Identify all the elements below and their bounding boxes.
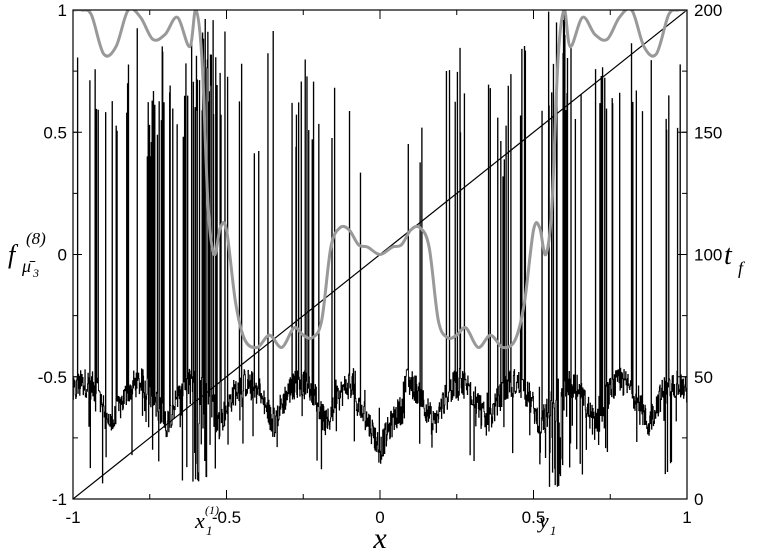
y-right-axis-label-base: t	[724, 240, 733, 271]
y-right-tick-label: 200	[694, 1, 722, 20]
x-tick-label: 0.5	[522, 508, 546, 527]
y-left-tick-label: 0.5	[43, 123, 67, 142]
fractal-signal-line	[73, 11, 687, 487]
annotation-label-sub: 1	[206, 523, 213, 538]
x-tick-label: 1	[682, 508, 691, 527]
y-left-axis-label-subsub: 3	[32, 266, 39, 280]
y-left-tick-label: -0.5	[38, 368, 67, 387]
annotation-label-base: y	[537, 508, 549, 533]
y-right-tick-label: 0	[694, 490, 703, 509]
annotation-label-base: x	[194, 508, 205, 533]
y-right-tick-label: 100	[694, 246, 722, 265]
plot-area	[73, 10, 687, 499]
x-tick-label: -1	[65, 508, 80, 527]
y-right-tick-label: 50	[694, 368, 713, 387]
y-right-tick-label: 150	[694, 123, 722, 142]
x-axis-label: x	[372, 522, 387, 551]
x-tick-label: -0.5	[212, 508, 241, 527]
y-left-tick-label: -1	[52, 490, 67, 509]
y-left-axis-label-sup: (8)	[26, 229, 46, 248]
y-left-tick-label: 1	[58, 1, 67, 20]
annotation-label-sup: (1)	[205, 503, 219, 517]
smooth-curve-line	[73, 10, 687, 350]
y-left-axis-label-base: f	[8, 240, 19, 269]
axes-ticks	[72, 9, 688, 500]
x-tick-label: 0	[375, 508, 384, 527]
annotation-label-sub: 1	[550, 523, 557, 538]
y-left-tick-label: 0	[58, 246, 67, 265]
y-right-axis-label-sub: f	[738, 258, 746, 278]
